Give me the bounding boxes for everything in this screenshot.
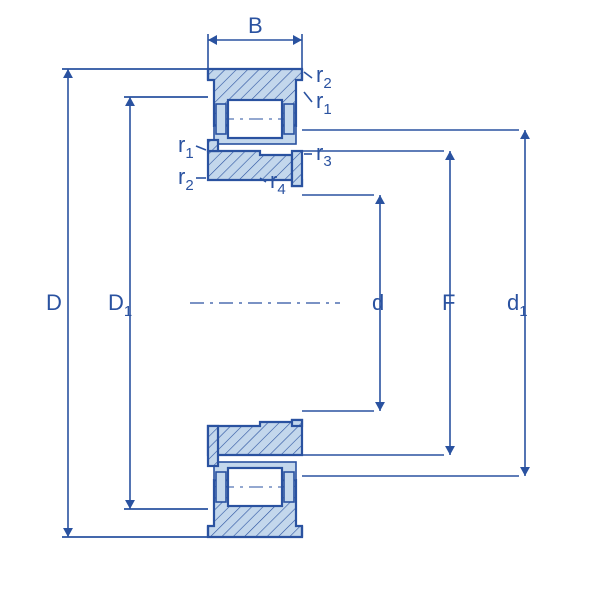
dim-D: D xyxy=(46,290,62,315)
dim-B: B xyxy=(248,13,263,38)
dim-d: d xyxy=(372,290,384,315)
bearing-diagram: BDD1dFd1r2r1r1r2r3r4 xyxy=(0,0,600,600)
dim-F: F xyxy=(442,290,455,315)
